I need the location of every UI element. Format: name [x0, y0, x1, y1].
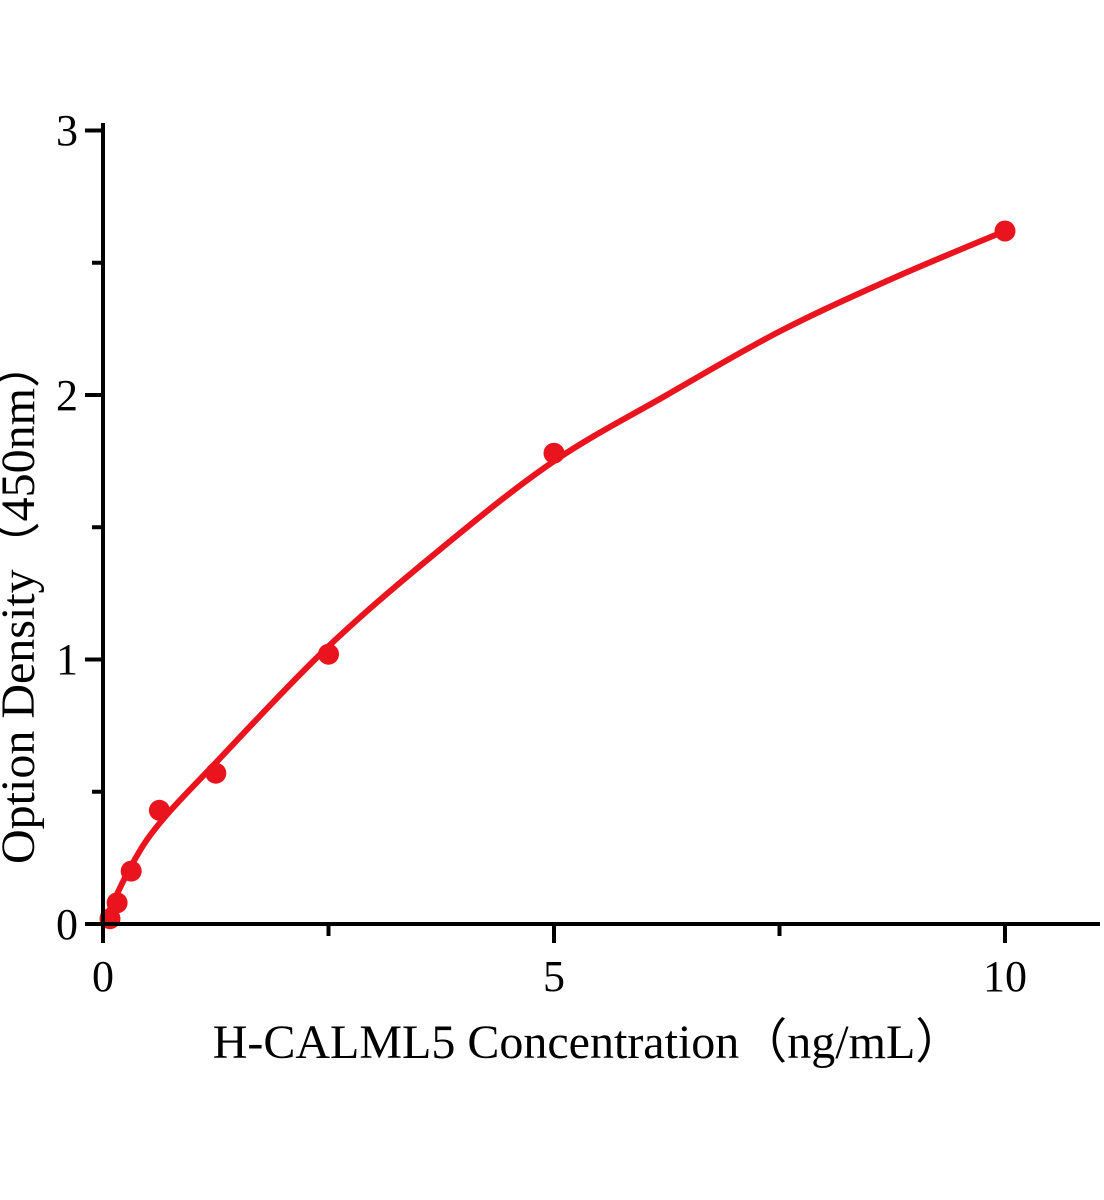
y-tick-label-3: 3 [56, 106, 78, 155]
data-point-marker [205, 762, 227, 784]
axes-and-ticks [85, 123, 1100, 943]
fit-curve-path [100, 228, 1008, 927]
y-tick-label-2: 2 [56, 371, 78, 420]
data-point-marker [120, 860, 142, 882]
data-point-marker [318, 643, 339, 665]
data-point-marker [106, 892, 128, 914]
y-tick-label-0: 0 [56, 900, 78, 949]
x-axis-title: H-CALML5 Concentration（ng/mL） [213, 1016, 964, 1069]
data-point-marker [148, 799, 170, 821]
data-points [99, 220, 1016, 930]
data-point-marker [994, 220, 1016, 242]
x-tick-label-0: 0 [92, 952, 114, 1001]
data-point-marker [543, 442, 565, 464]
fit-curve [100, 228, 1008, 927]
x-tick-label-5: 5 [543, 952, 565, 1001]
y-tick-label-1: 1 [56, 635, 78, 684]
x-tick-label-10: 10 [983, 952, 1027, 1001]
y-axis-title: Option Density（450nm） [0, 340, 45, 864]
